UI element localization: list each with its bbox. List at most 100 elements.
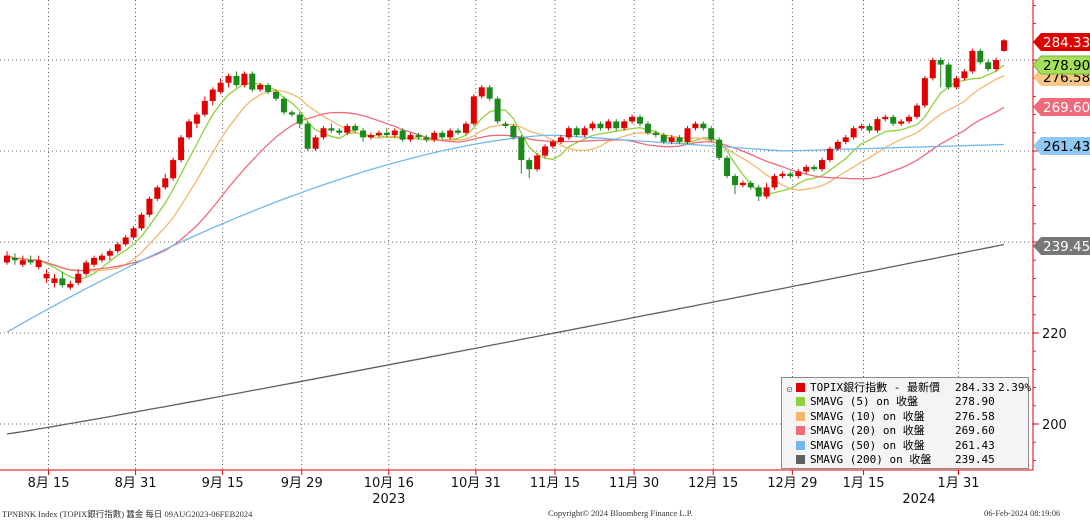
candle-body — [629, 116, 636, 122]
candle-body — [549, 141, 556, 147]
candle-body — [716, 139, 723, 158]
candle-body — [193, 114, 200, 124]
legend-row: SMAVG (10) on 收盤 276.58 — [786, 410, 1024, 424]
candle-body — [906, 116, 913, 122]
candle-body — [890, 116, 897, 124]
legend-label: SMAVG (20) on 收盤 — [810, 424, 925, 438]
candle-body — [803, 166, 810, 172]
x-tick-label: 10月 31 — [451, 476, 501, 491]
legend-value: 278.90 — [955, 395, 995, 409]
x-tick-label: 10月 16 — [364, 476, 414, 491]
candle-body — [613, 121, 620, 129]
axes: 200 220 8月 15 8月 31 9月 15 9月 29 10月 16 10月 31 11… — [0, 0, 1067, 507]
candle-body — [945, 64, 952, 88]
candle-body — [526, 160, 533, 170]
candle-body — [217, 82, 224, 92]
legend-label: SMAVG (5) on 收盤 — [810, 395, 919, 409]
candle-body — [826, 148, 833, 161]
last-value-tag-shape — [1033, 98, 1090, 116]
candle-body — [478, 87, 485, 97]
candle-body — [755, 187, 762, 197]
candle-body — [114, 244, 121, 252]
candle-body — [589, 123, 596, 129]
candlesticks — [4, 39, 1007, 290]
last-value-text: 269.60 — [1043, 100, 1090, 116]
legend-row: SMAVG (20) on 收盤 269.60 — [786, 424, 1024, 438]
candle-body — [11, 257, 18, 261]
candle-body — [423, 137, 430, 140]
x-tick-label: 1月 31 — [938, 476, 980, 491]
x-year-label: 2024 — [902, 492, 935, 507]
candle-body — [98, 255, 105, 261]
candle-body — [170, 160, 177, 179]
sma-50-line — [6, 134, 1005, 333]
candle-body — [138, 214, 145, 229]
x-tick-label: 9月 15 — [202, 476, 244, 491]
candle-body — [747, 182, 754, 188]
candle-body — [225, 75, 232, 83]
candle-body — [328, 128, 335, 131]
candle-body — [510, 125, 517, 138]
footer-timestamp: 06-Feb-2024 08:19:06 — [984, 508, 1061, 518]
legend-value: 276.58 — [955, 409, 995, 423]
legend-collapse-icon[interactable]: ⊟ — [787, 385, 792, 394]
candle-body — [921, 78, 928, 106]
candle-body — [961, 71, 968, 79]
x-tick-label: 11月 30 — [609, 476, 659, 491]
last-value-text: 284.33 — [1043, 35, 1090, 51]
x-year-label: 2023 — [372, 492, 405, 507]
candle-body — [1001, 40, 1007, 51]
legend-swatch — [796, 440, 805, 450]
candle-body — [367, 135, 374, 138]
x-tick-label: 12月 15 — [688, 476, 738, 491]
legend-swatch — [796, 426, 805, 436]
legend-row: ⊟ TOPIX銀行指數 - 最新價 284.33 2.39% — [786, 381, 1031, 395]
candle-body — [265, 85, 272, 92]
candle-body — [19, 260, 26, 265]
candle-body — [154, 187, 161, 199]
candle-body — [842, 137, 849, 142]
candle-body — [312, 137, 319, 149]
candle-body — [59, 278, 66, 286]
candle-body — [130, 228, 137, 238]
candle-body — [929, 60, 936, 79]
candle-body — [257, 85, 264, 90]
candle-body — [273, 91, 280, 99]
candle-body — [858, 125, 865, 129]
candle-body — [233, 75, 240, 86]
last-value-tag: 269.60 — [1033, 98, 1090, 116]
candle-body — [185, 121, 192, 138]
legend-value: 284.33 — [955, 381, 995, 394]
candle-body — [455, 130, 462, 133]
footer-copyright: Copyright© 2024 Bloomberg Finance L.P. — [548, 508, 693, 518]
last-value-text: 239.45 — [1043, 239, 1090, 255]
candle-body — [874, 119, 881, 131]
candle-body — [439, 132, 446, 138]
legend-swatch — [796, 397, 805, 407]
last-value-tag: 284.33 — [1033, 33, 1090, 51]
candle-body — [581, 128, 588, 136]
candle-body — [415, 135, 422, 138]
candle-body — [637, 116, 644, 124]
x-tick-label: 8月 15 — [28, 476, 70, 491]
candle-body — [375, 132, 382, 136]
candle-body — [320, 128, 327, 138]
candle-body — [660, 135, 667, 142]
legend-box: ⊟ TOPIX銀行指數 - 最新價 284.33 2.39% SMAVG (5) on … — [781, 377, 1031, 469]
candle-body — [850, 128, 857, 138]
candle-body — [708, 128, 715, 140]
candle-body — [993, 60, 1000, 70]
legend-value: 239.45 — [955, 452, 995, 466]
x-tick-label: 12月 29 — [767, 476, 817, 491]
last-value-tag: 278.90 — [1032, 55, 1090, 75]
last-value-tag-shape — [1032, 55, 1090, 75]
last-value-tag: 239.45 — [1033, 237, 1090, 255]
candle-body — [43, 273, 50, 279]
candle-body — [494, 98, 501, 122]
legend-value: 269.60 — [955, 424, 995, 438]
candle-body — [866, 125, 873, 131]
candle-body — [122, 237, 129, 245]
candle-body — [605, 121, 612, 129]
last-value-tag: 261.43 — [1033, 137, 1090, 155]
